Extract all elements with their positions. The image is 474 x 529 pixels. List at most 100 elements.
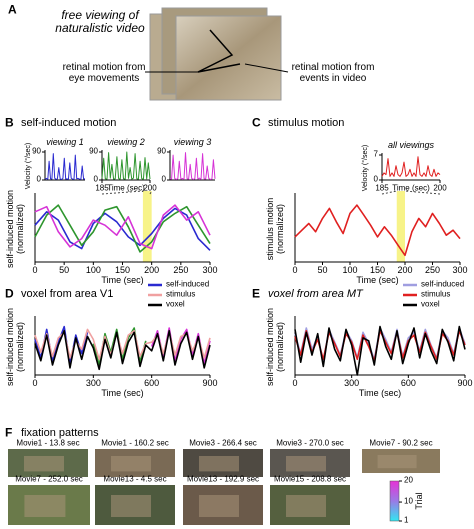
x-tick-label: 200 xyxy=(433,183,447,193)
data-line xyxy=(294,204,461,257)
thumbnail-caption: Movie3 - 270.0 sec xyxy=(276,438,344,448)
connector xyxy=(244,63,289,73)
x-tick-label: 100 xyxy=(85,265,101,276)
video-photo-stack xyxy=(145,7,289,101)
colorbar-tick-label: 10 xyxy=(404,496,413,506)
x-tick-label: 150 xyxy=(114,265,131,276)
y-tick-label: 90 xyxy=(32,146,41,156)
x-tick-label: 900 xyxy=(202,378,218,389)
data-line xyxy=(294,325,466,376)
y-axis-label: stimulus motion (normalized) xyxy=(265,197,285,260)
panel-letter: B xyxy=(5,115,14,130)
thumbnail-shade xyxy=(111,456,151,472)
y-tick-label: 0 xyxy=(373,174,378,184)
chart-title: viewing 3 xyxy=(173,137,212,148)
legend-label: voxel xyxy=(421,299,440,309)
x-axis-label: Time (sec) xyxy=(101,275,144,286)
x-tick-label: 250 xyxy=(424,265,441,276)
thumbnail-caption: Movie1 - 160.2 sec xyxy=(101,438,169,448)
data-line xyxy=(381,156,441,177)
y-tick-label: 90 xyxy=(89,146,98,156)
data-line xyxy=(34,330,211,371)
panel-title: self-induced motion xyxy=(21,116,117,129)
x-tick-label: 250 xyxy=(173,265,189,276)
thumbnail-shade xyxy=(377,455,417,469)
x-tick-label: 300 xyxy=(85,378,101,389)
x-tick-label: 200 xyxy=(397,265,413,276)
x-tick-label: 185 xyxy=(375,183,389,193)
connector xyxy=(149,190,153,195)
panel-title: voxel from area MT xyxy=(268,287,363,300)
legend-label: stimulus xyxy=(421,289,451,299)
x-tick-label: 900 xyxy=(457,378,473,389)
x-tick-label: 300 xyxy=(344,378,360,389)
x-tick-label: 0 xyxy=(292,378,298,389)
y-axis-label: Velocity (°/sec) xyxy=(362,144,370,191)
legend-label: self-induced xyxy=(166,279,210,289)
connector xyxy=(101,190,143,195)
thumbnail-caption: Movie15 - 208.8 sec xyxy=(273,474,347,484)
highlight-band xyxy=(142,191,152,262)
y-tick-label: 90 xyxy=(157,146,166,156)
x-tick-label: 200 xyxy=(143,183,157,193)
thumbnail-caption: Movie7 - 252.0 sec xyxy=(15,474,83,484)
highlight-band xyxy=(396,191,405,262)
legend-label: voxel xyxy=(166,299,185,309)
x-tick-label: 150 xyxy=(369,265,386,276)
panel-a-title: free viewing of naturalistic video xyxy=(55,7,145,35)
connector xyxy=(404,190,441,195)
y-axis-label: Velocity (°/sec) xyxy=(25,142,33,190)
panel-letter: F xyxy=(5,425,13,440)
chart-title: viewing 2 xyxy=(107,137,145,148)
thumbnail-shade xyxy=(286,456,326,472)
x-axis-label: Time (sec) xyxy=(101,388,144,399)
x-axis-label: Time (sec) xyxy=(358,388,402,399)
y-axis-label: self-induced motion (normalized) xyxy=(5,307,25,386)
thumbnail-caption: Movie13 - 4.5 sec xyxy=(103,474,167,484)
panel-a-label: retinal motion from events in video xyxy=(291,62,375,84)
x-tick-label: 0 xyxy=(32,265,38,276)
thumbnail-shade xyxy=(24,456,64,472)
thumbnail-shade xyxy=(199,456,239,472)
thumbnail-caption: Movie7 - 90.2 sec xyxy=(369,438,433,448)
thumbnail-shade xyxy=(24,495,66,517)
panel-letter: E xyxy=(252,286,261,301)
x-axis-label: Time (sec) xyxy=(107,183,145,193)
legend-label: self-induced xyxy=(421,279,465,289)
panel-letter: D xyxy=(5,286,14,301)
data-line xyxy=(101,151,151,180)
panel-letter: A xyxy=(8,2,17,17)
panel-title: voxel from area V1 xyxy=(21,287,114,300)
x-tick-label: 300 xyxy=(452,265,468,276)
x-tick-label: 100 xyxy=(342,265,358,276)
x-tick-label: 600 xyxy=(144,378,160,389)
video-frame xyxy=(175,15,282,101)
panel-a-label: retinal motion from eye movements xyxy=(62,62,146,84)
x-tick-label: 0 xyxy=(292,265,298,276)
panel-title: stimulus motion xyxy=(268,116,345,129)
connector xyxy=(381,190,397,195)
data-line xyxy=(169,152,216,180)
thumbnail-caption: Movie13 - 192.9 sec xyxy=(186,474,260,484)
y-axis-label: self-induced motion (normalized) xyxy=(5,189,25,268)
colorbar xyxy=(389,480,400,522)
colorbar-tick-label: 1 xyxy=(404,515,409,525)
colorbar-label: Trial xyxy=(414,492,425,510)
data-line xyxy=(34,204,211,250)
y-tick-label: 0 xyxy=(93,174,98,184)
x-tick-label: 185 xyxy=(95,183,109,193)
data-line xyxy=(34,207,211,251)
data-line xyxy=(44,153,86,180)
eye-path xyxy=(197,29,241,73)
y-tick-label: 7 xyxy=(373,149,378,159)
x-tick-label: 50 xyxy=(59,265,70,276)
thumbnail-shade xyxy=(111,495,151,517)
data-line xyxy=(34,204,211,253)
x-tick-label: 50 xyxy=(317,265,328,276)
x-tick-label: 600 xyxy=(400,378,416,389)
thumbnail-caption: Movie3 - 266.4 sec xyxy=(189,438,257,448)
x-tick-label: 0 xyxy=(32,378,38,389)
y-axis-label: self-induced motion (normalized) xyxy=(265,307,285,386)
